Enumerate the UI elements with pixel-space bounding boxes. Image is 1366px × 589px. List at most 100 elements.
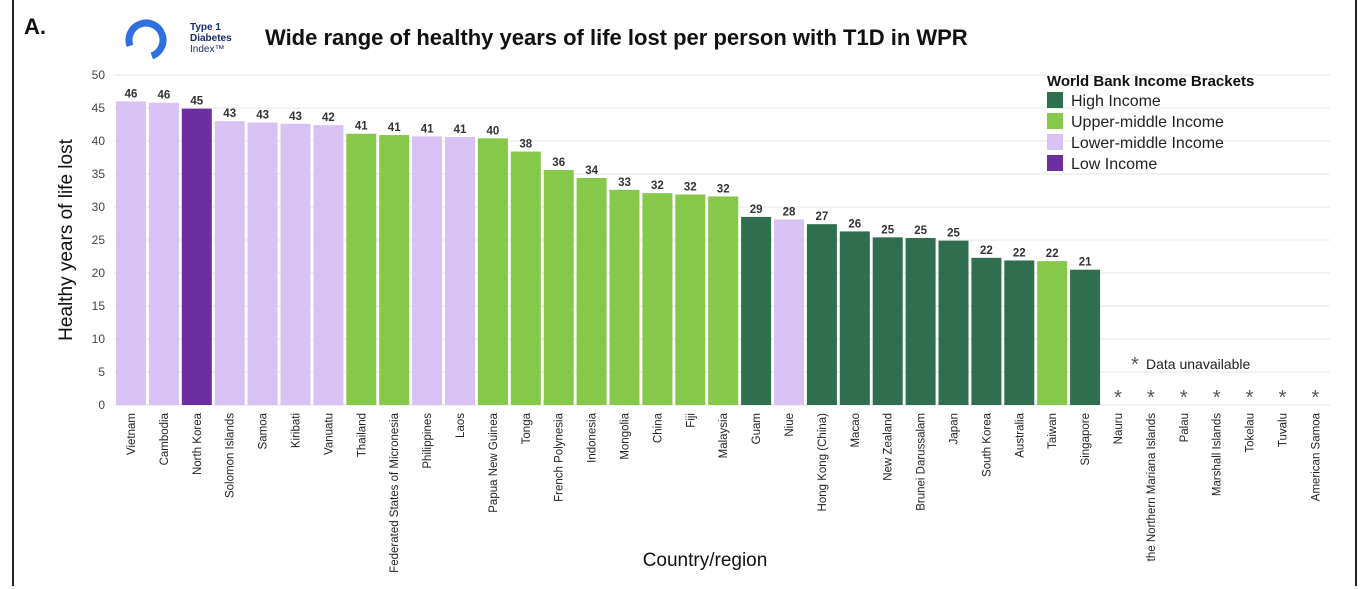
y-tick-label: 10 [92,332,106,346]
legend-swatch [1047,92,1063,108]
bar [1004,260,1035,405]
bar [741,216,772,405]
y-tick-label: 50 [92,68,106,82]
y-tick-label: 5 [98,365,105,379]
x-tick-label: French Polynesia [554,412,566,501]
unavailable-marker: * [1114,387,1122,409]
bars [116,101,1101,406]
bar [708,196,739,405]
x-tick-label: Tokelau [1245,413,1257,453]
bar [214,121,245,405]
logo-line-2: Diabetes [190,33,232,44]
value-label: 29 [750,204,763,216]
bar [280,123,311,405]
x-tick-label: Philippines [422,413,434,469]
value-label: 43 [289,111,302,123]
value-label: 26 [848,218,861,230]
x-tick-label: Solomon Islands [225,413,237,498]
note-asterisk: * [1131,354,1139,376]
panel-label: A. [24,14,46,39]
x-tick-label: Niue [784,413,796,437]
x-tick-label: Mongolia [620,412,632,459]
x-tick-label: Malaysia [718,412,730,458]
logo-ring-icon [125,19,167,61]
value-label: 41 [421,123,434,135]
bar [576,177,607,405]
legend-label: Lower-middle Income [1071,135,1224,152]
y-tick-label: 30 [92,200,106,214]
x-tick-label: New Zealand [883,413,895,481]
bar [872,237,903,405]
x-tick-label: Brunei Darussalam [916,413,928,511]
legend-label: Upper-middle Income [1071,114,1224,131]
value-label: 43 [256,110,269,122]
bar [477,138,508,406]
value-label: 43 [223,108,236,120]
x-tick-label: China [652,412,664,443]
legend-title: World Bank Income Brackets [1047,73,1254,90]
bar [346,133,377,406]
x-tick-label: Thailand [356,413,368,457]
y-axis-title: Healthy years of life lost [56,138,77,340]
x-tick-label: Marshall Islands [1212,413,1224,496]
x-axis-title: Country/region [643,550,768,571]
x-tick-label: Guam [751,413,763,444]
x-tick-label: Federated States of Micronesia [389,412,401,572]
bar [839,231,870,405]
value-label: 25 [881,224,894,236]
x-tick-label: Singapore [1080,413,1092,465]
value-label: 33 [618,177,631,189]
value-label: 22 [1013,247,1026,259]
bar [247,122,278,406]
x-tick-label: Palau [1179,413,1191,442]
x-tick-label: Vietnam [126,413,138,455]
bar [379,135,410,405]
bar [1070,269,1101,405]
x-tick-label: Nauru [1113,413,1125,444]
unavailable-marker: * [1213,387,1221,409]
value-label: 34 [585,165,598,177]
unavailable-marker: * [1180,387,1188,409]
logo-line-1: Type 1 [190,22,221,33]
legend-swatch [1047,134,1063,150]
x-tick-label: Kiribati [291,413,303,448]
unavailable-marker: * [1312,387,1320,409]
bar [412,136,443,405]
y-tick-label: 15 [92,299,106,313]
x-tick-label: Hong Kong (China) [817,413,829,512]
x-tick-label: Taiwan [1047,413,1059,449]
value-label: 45 [190,96,203,108]
value-label: 40 [487,125,500,137]
logo-wordmark: Type 1 Diabetes Index™ [190,22,232,55]
value-label: 28 [783,207,796,219]
bar [445,137,475,406]
x-tick-label: North Korea [192,412,204,475]
x-tick-label: Japan [949,413,961,444]
x-tick-label: Cambodia [159,412,171,465]
value-label: 41 [355,121,368,133]
x-tick-label: Fiji [685,413,697,428]
legend-label: Low Income [1071,156,1157,173]
y-tick-label: 25 [92,233,106,247]
unavailable-marker: * [1147,387,1155,409]
data-unavailable-note: * Data unavailable [1131,354,1251,376]
value-label: 27 [816,211,829,223]
y-tick-label: 0 [98,398,105,412]
bar [609,189,640,405]
x-tick-label: Vanuatu [323,413,335,455]
unavailable-markers: * * * * * * * [1114,387,1319,409]
x-tick-label: Tuvalu [1278,413,1290,447]
bar [510,151,541,405]
bar [543,170,574,405]
value-label: 22 [1046,248,1059,260]
x-tick-label: Tonga [521,412,533,444]
x-tick-label: Laos [455,413,467,438]
unavailable-marker: * [1279,387,1287,409]
x-tick-label: American Samoa [1310,412,1322,501]
legend-swatch [1047,155,1063,171]
value-label: 32 [717,183,730,195]
bar [642,193,673,405]
bar [116,101,146,406]
